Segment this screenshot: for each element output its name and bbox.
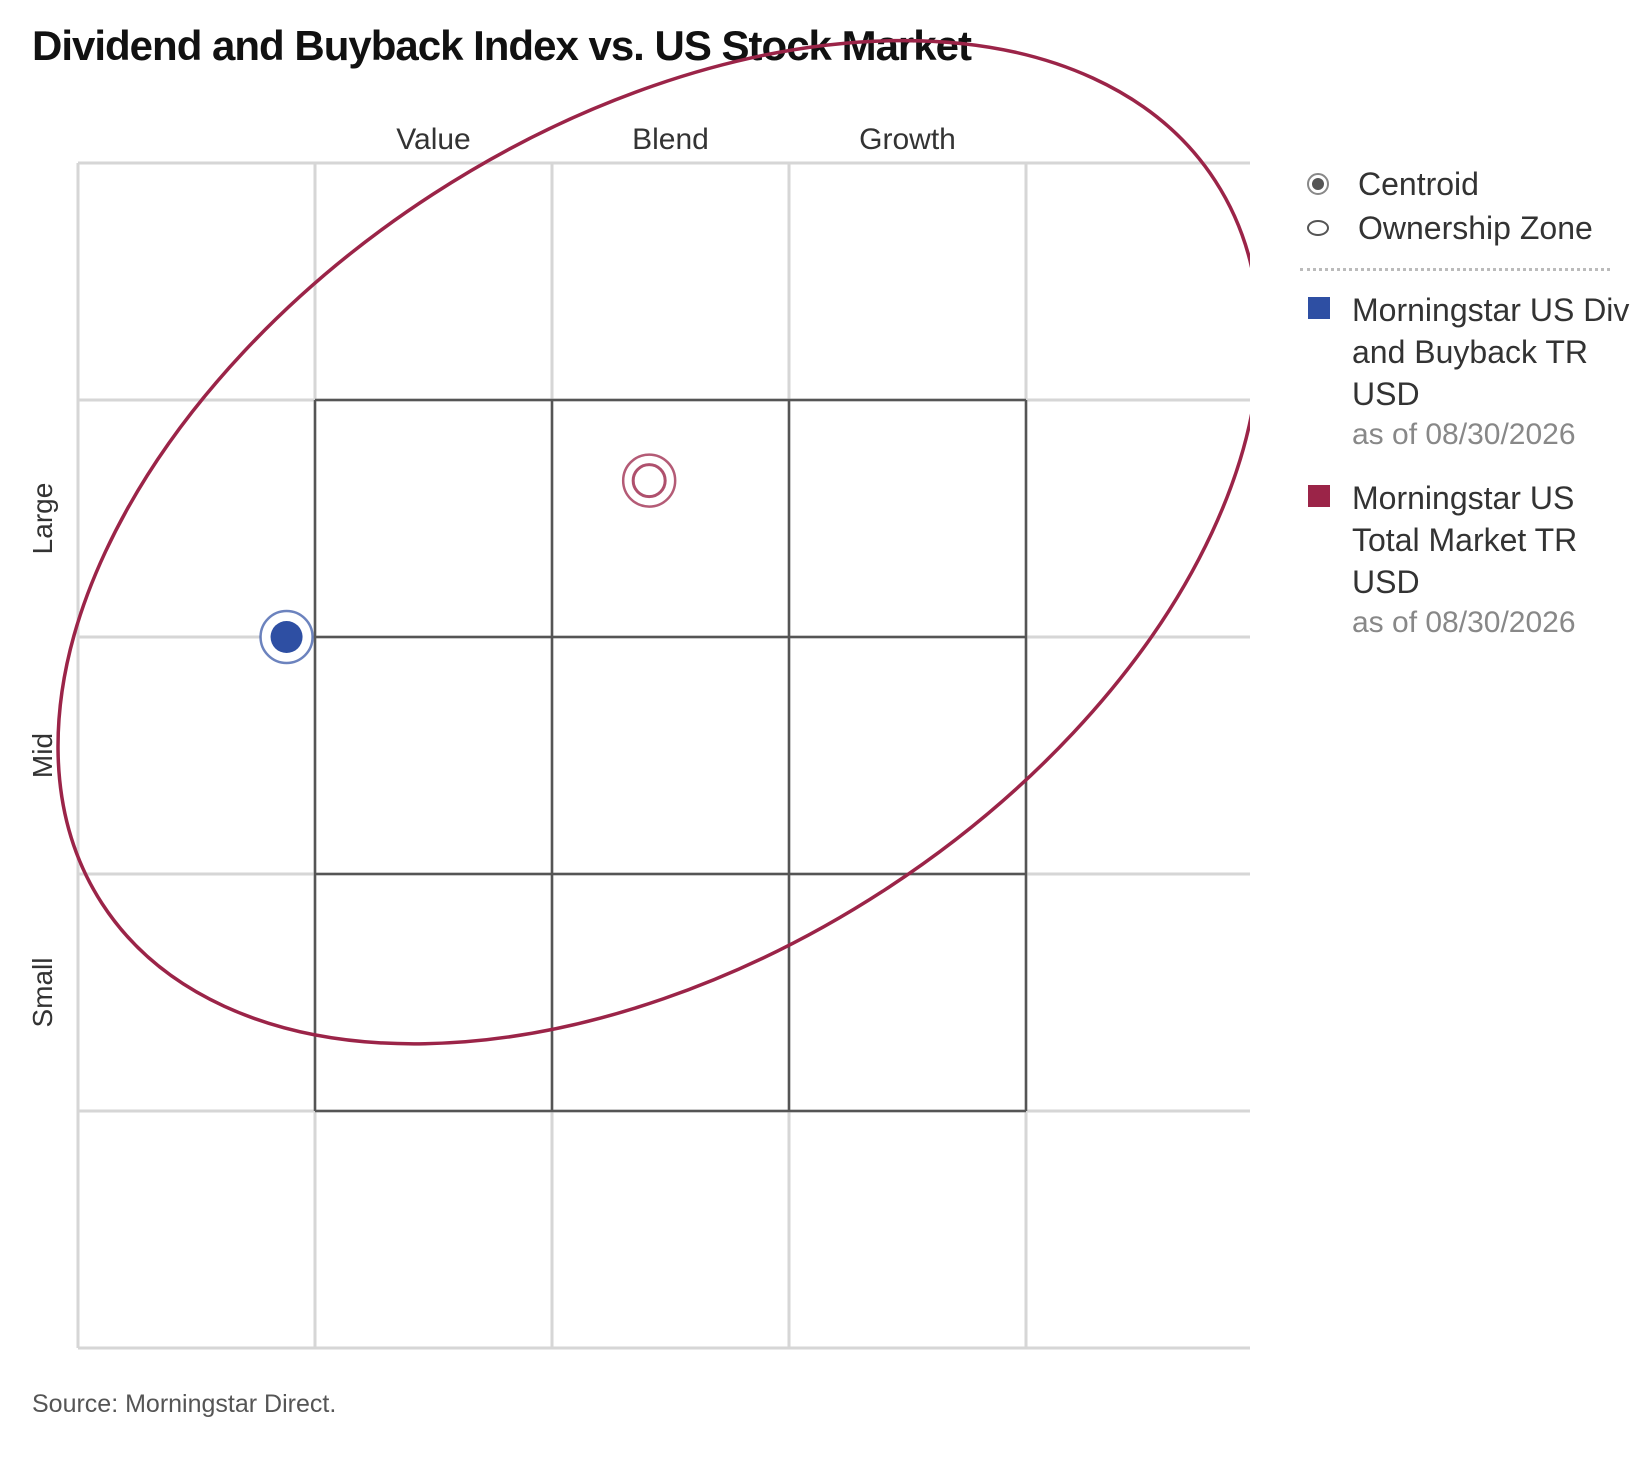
centroid-icon [1300,171,1336,197]
legend-centroid-label: Centroid [1358,165,1479,202]
style-box-chart: Value Blend Growth Large Mid Small [27,38,1250,1350]
legend-series-total-market: Morningstar US Total Market TR USD as of… [1300,477,1630,643]
centroid-ring [621,453,677,508]
legend-ownership-zone-label: Ownership Zone [1358,209,1593,246]
axis-label-layer: Value Blend Growth Large Mid Small [27,123,956,1028]
ownership-zone-icon [1300,218,1336,238]
ownership-zone-ellipse [56,38,1250,1046]
column-label: Value [396,123,471,156]
legend-centroid: Centroid [1300,162,1630,206]
legend-series-div-buyback: Morningstar US Div and Buyback TR USD as… [1300,289,1630,455]
legend-series-name: Morningstar US Div and Buyback TR USD [1352,292,1630,412]
row-label: Mid [27,733,58,778]
legend-ownership-zone: Ownership Zone [1300,206,1630,250]
centroid-layer [259,453,677,665]
legend-series-date: as of 08/30/2026 [1352,418,1576,451]
row-label: Small [27,957,58,1027]
centroid-dot [631,463,667,499]
legend-divider [1300,268,1610,271]
column-label: Growth [859,123,956,156]
legend: Centroid Ownership Zone Morningstar US D… [1300,162,1630,665]
legend-swatch-total-market [1308,485,1330,507]
legend-series-date: as of 08/30/2026 [1352,606,1576,639]
column-label: Blend [632,123,709,156]
source-note: Source: Morningstar Direct. [32,1390,337,1418]
centroid-dot [270,621,303,653]
legend-swatch-div-buyback [1308,297,1330,319]
ownership-zone-layer [56,38,1250,1046]
row-label: Large [27,483,58,555]
legend-series-name: Morningstar US Total Market TR USD [1352,480,1578,600]
